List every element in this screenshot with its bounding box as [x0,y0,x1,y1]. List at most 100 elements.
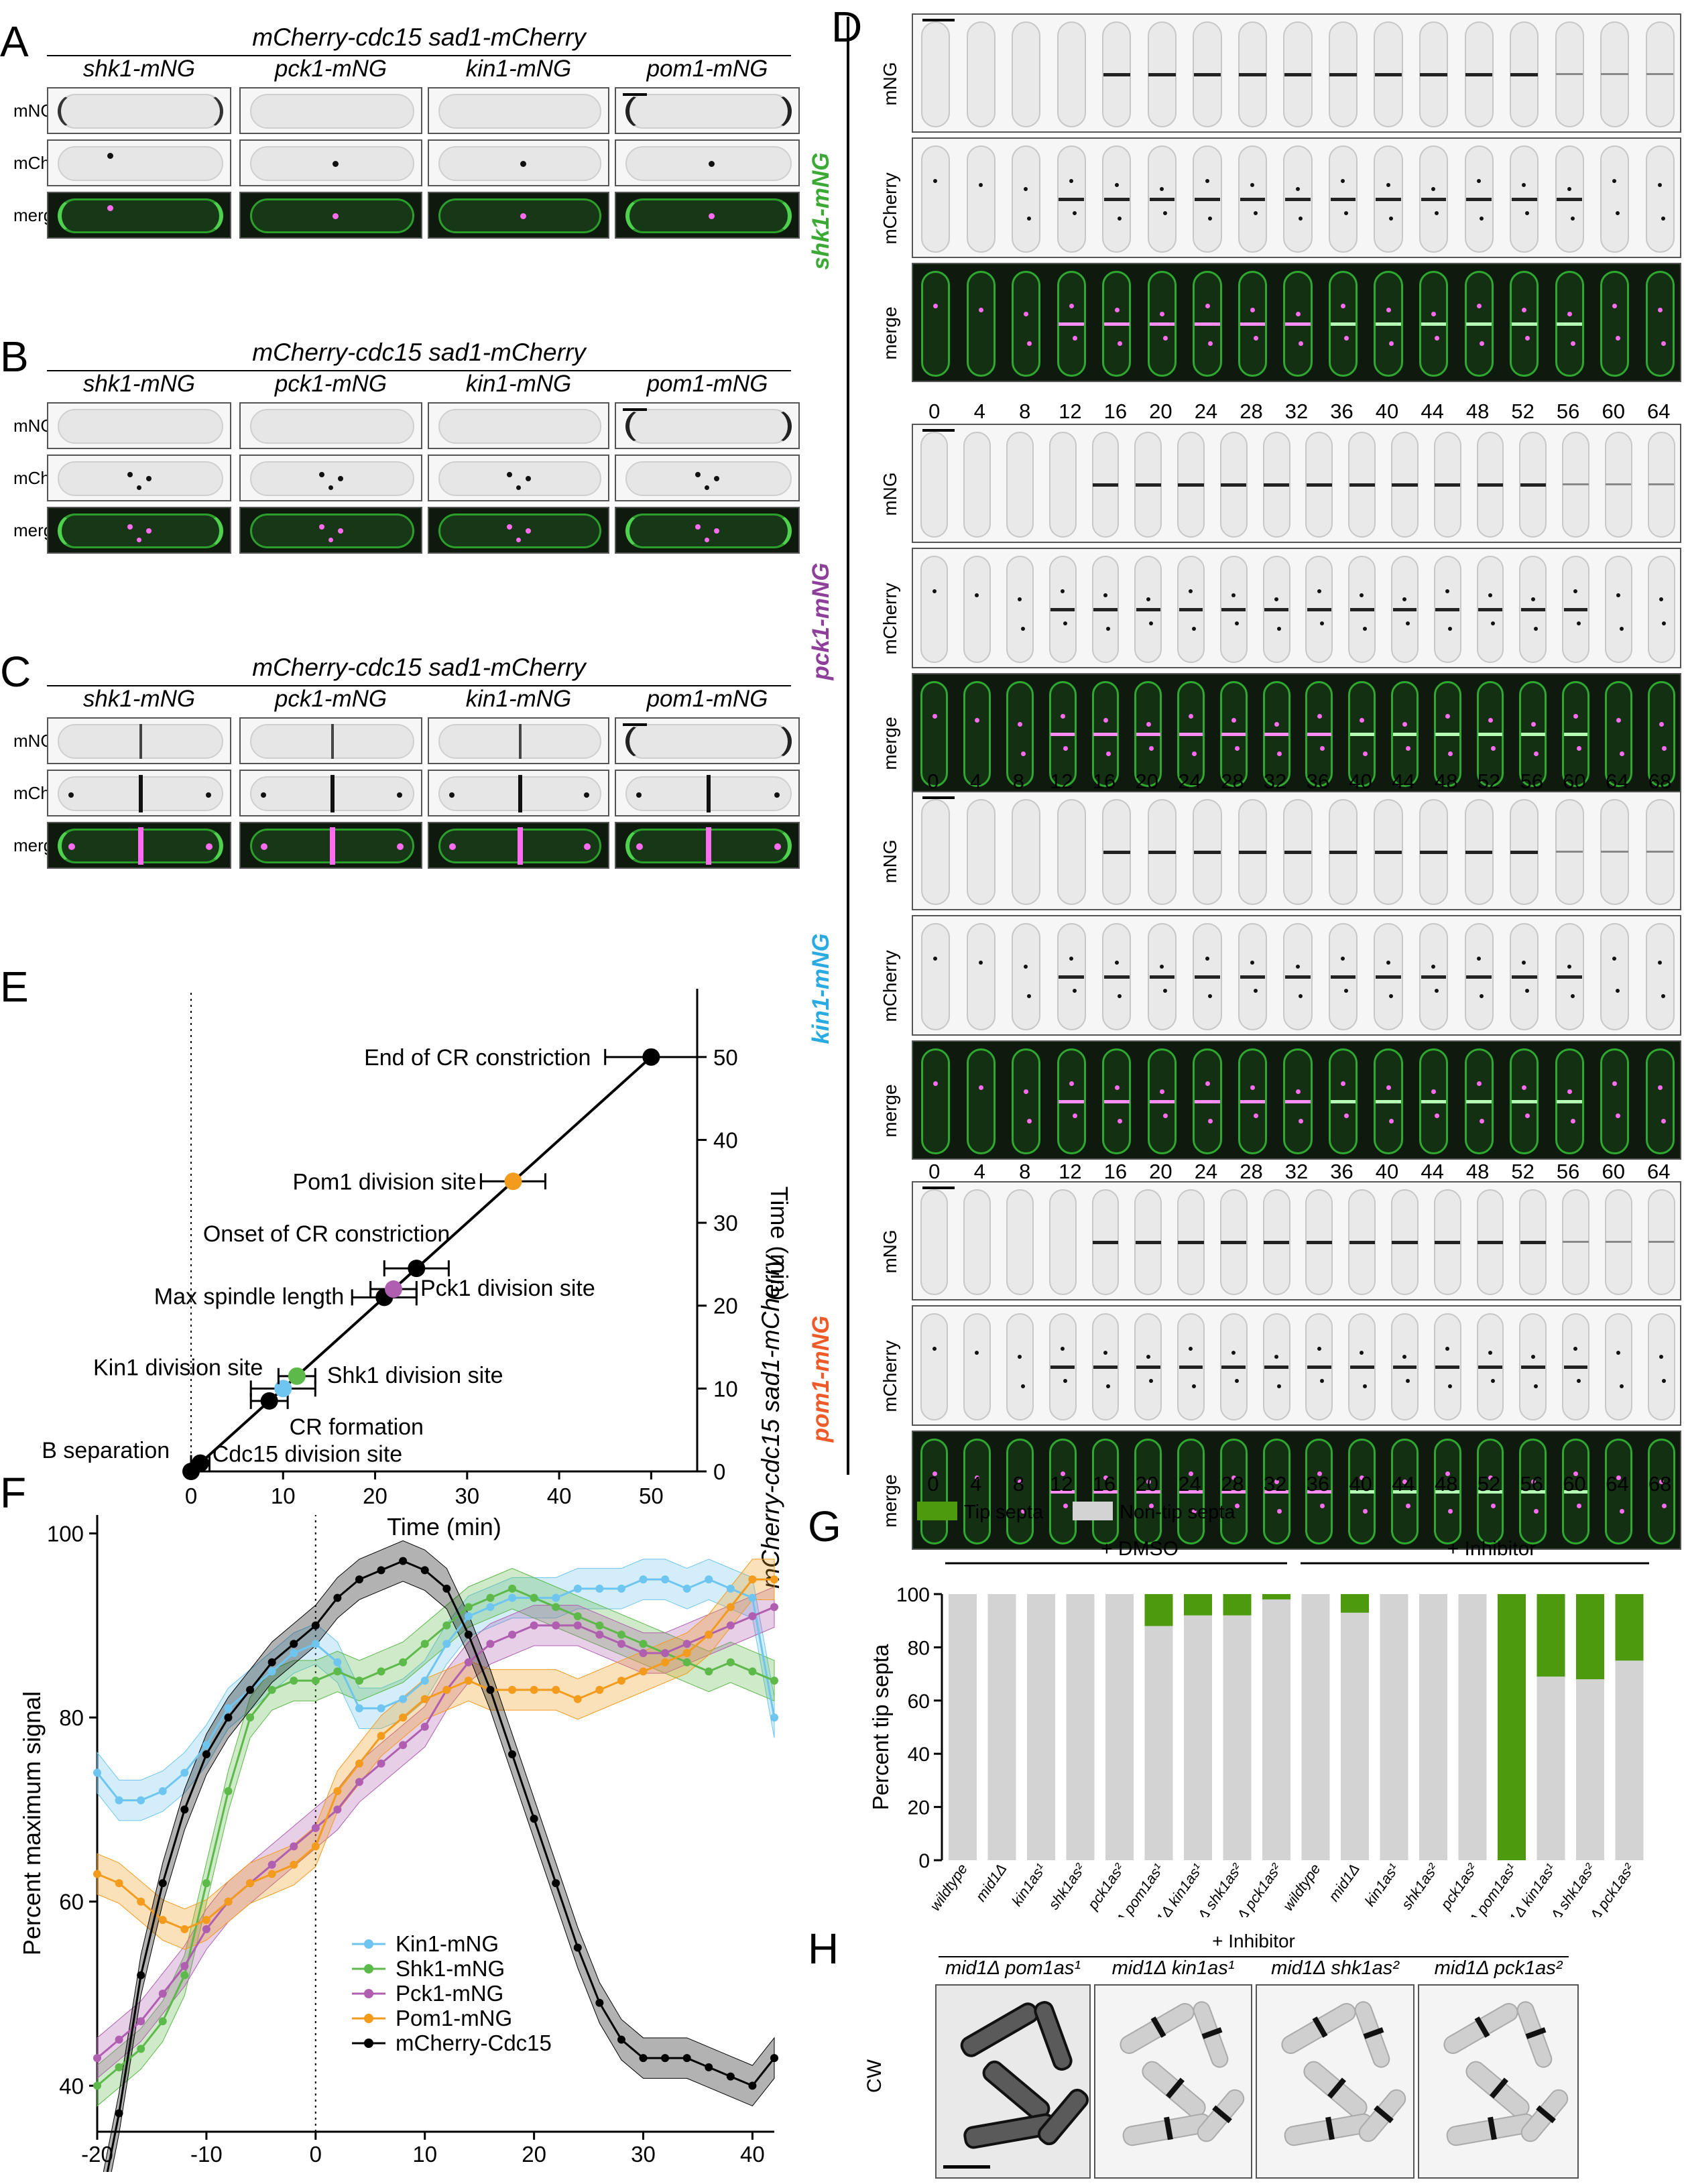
f-legend-marker [364,1989,373,1998]
d-ring-mch [1093,608,1118,611]
panel-a-rule [47,55,791,56]
f-point [617,1630,625,1639]
panel-h-row-label: CW [863,2059,886,2093]
d-ring-mng [1284,73,1312,76]
d-spb [1360,593,1364,597]
d-ring-merge [1520,733,1545,736]
spb-dot [636,843,643,850]
d-tile-3-0 [912,1181,1681,1300]
g-group-label: + DMSO [1101,1538,1179,1560]
f-point [726,1658,735,1666]
f-xtick-label: 10 [412,2142,437,2167]
d-spb [1253,336,1258,341]
d-spb [1027,341,1032,346]
d-ring-mng [1435,483,1461,487]
d-ring-mch [1221,608,1246,611]
f-point [682,1658,691,1666]
f-xtick-label: 0 [310,2142,322,2167]
d-spb [1118,994,1122,998]
d-spb [1657,1085,1663,1090]
f-point [573,1612,582,1621]
d-ring-mng [1135,483,1161,487]
d-spb [1405,746,1410,751]
d-spb [1616,989,1620,993]
d-spb [1662,1379,1667,1383]
f-point [311,1677,320,1685]
f-point [377,1732,385,1740]
panel-b-tile [428,454,609,501]
d-cell [963,432,991,538]
panel-a-gene-0: shk1-mNG [82,56,196,82]
d-cell [1604,1313,1632,1420]
spb-dot [449,792,455,798]
f-legend-marker [364,1964,373,1974]
d-tile-3-1 [912,1305,1681,1426]
f-point [420,1695,429,1703]
d-time-0-2: 8 [1019,400,1031,423]
d-spb [1661,341,1666,346]
panel-c-gene-2: kin1-mNG [465,686,572,712]
d-spb [1576,1504,1581,1508]
f-point [617,2035,625,2044]
g-bar-nontip [949,1594,977,1860]
d-cell [966,1048,996,1154]
d-spb [1208,217,1213,221]
f-point [705,2063,713,2071]
d-spb [1295,1089,1301,1094]
d-spb [1253,989,1258,993]
f-point [355,1759,363,1768]
f-point [552,1621,560,1630]
cell-outline [250,409,414,444]
d-ring-merge [1103,322,1130,326]
d-spb [1616,211,1620,215]
d-time-0-9: 36 [1330,400,1353,423]
spb-dot [145,476,152,481]
d-spb [1402,1479,1408,1484]
f-point [311,1823,320,1832]
d-spb [1208,1119,1213,1124]
d-time-0-14: 56 [1556,400,1580,423]
e-point-label: End of CR constriction [364,1045,591,1071]
f-point [246,1713,255,1722]
d-spb [1522,961,1526,965]
g-bar-nontip [1262,1599,1290,1860]
d-ring-merge [1103,1100,1130,1103]
d-ring-mng [1374,851,1402,854]
d-cell [1647,1313,1675,1420]
f-point [158,1990,167,1998]
d-spb [1524,1113,1530,1118]
d-spb [1402,722,1408,727]
d-spb [1567,1089,1572,1094]
d-time-2-15: 60 [1602,1160,1625,1183]
f-point [290,1860,298,1869]
d-spb [1616,593,1621,597]
d-tile-2-2 [912,1040,1681,1160]
f-point [137,2045,145,2053]
d-ring-mch [1376,198,1401,201]
f-point [158,1879,167,1888]
d-ring-merge [1511,1100,1537,1103]
f-point [661,1658,670,1666]
d-spb [1534,1384,1539,1388]
f-xtick-label: 30 [631,2142,656,2167]
panel-b-gene-3: pom1-mNG [646,371,768,397]
d-spb [1024,1089,1029,1094]
f-point [682,2054,691,2063]
cell-outline [438,461,601,496]
d-spb [1616,336,1621,341]
panel-a-gene-1: pck1-mNG [274,56,387,82]
cell-outline [625,724,792,759]
g-bar-nontip [1301,1594,1330,1860]
d-time-1-15: 60 [1563,770,1586,793]
f-point [748,2081,757,2090]
d-row-label-0-0: mNG [880,62,900,106]
d-spb [1616,1113,1621,1118]
panel-b-gene-0: shk1-mNG [82,371,196,397]
g-category-label: shk1as² [1045,1860,1089,1913]
d-time-1-6: 24 [1178,770,1201,793]
d-spb [1114,961,1119,965]
scale-bar [623,93,647,96]
d-ring-mch [1264,608,1288,611]
g-bar-tip [1341,1594,1369,1613]
d-spb [1274,1355,1278,1359]
